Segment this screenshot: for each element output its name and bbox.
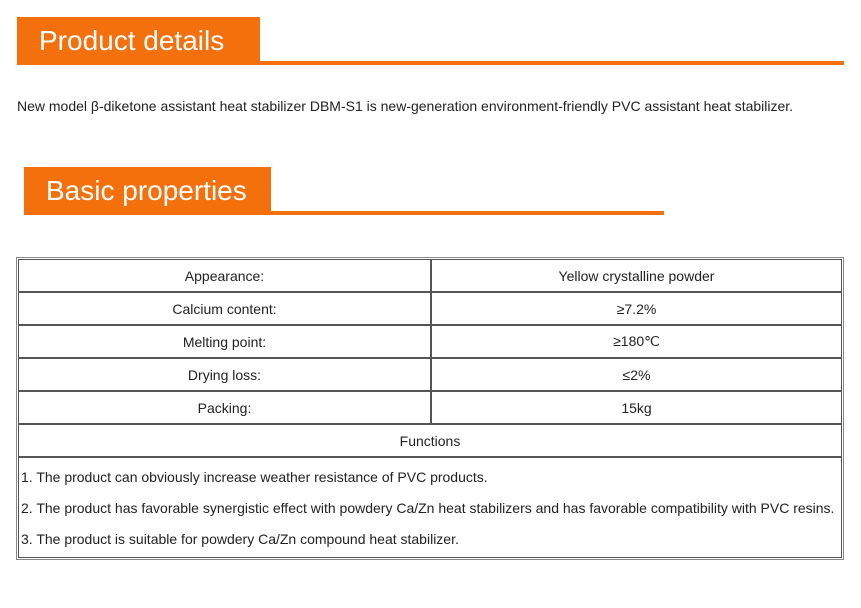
- property-value: 15kg: [431, 391, 842, 424]
- properties-table: Appearance: Yellow crystalline powder Cal…: [16, 257, 844, 560]
- table-row: Drying loss: ≤2%: [18, 358, 842, 391]
- function-item: 3. The product is suitable for powdery C…: [21, 531, 459, 547]
- heading-label: Basic properties: [24, 167, 271, 215]
- function-item: 2. The product has favorable synergistic…: [21, 500, 835, 516]
- property-value: ≥180℃: [431, 325, 842, 358]
- heading-label: Product details: [17, 17, 260, 65]
- property-value: Yellow crystalline powder: [431, 259, 842, 292]
- property-label: Appearance:: [18, 259, 431, 292]
- heading-underline: [260, 61, 844, 65]
- functions-list: 1. The product can obviously increase we…: [18, 457, 842, 558]
- property-label: Calcium content:: [18, 292, 431, 325]
- functions-header: Functions: [18, 424, 842, 457]
- table-row: Calcium content: ≥7.2%: [18, 292, 842, 325]
- table-row: 1. The product can obviously increase we…: [18, 457, 842, 558]
- property-label: Packing:: [18, 391, 431, 424]
- property-label: Melting point:: [18, 325, 431, 358]
- property-value: ≥7.2%: [431, 292, 842, 325]
- table-row: Appearance: Yellow crystalline powder: [18, 259, 842, 292]
- table-row: Melting point: ≥180℃: [18, 325, 842, 358]
- basic-properties-heading: Basic properties: [24, 167, 664, 215]
- heading-underline: [271, 211, 664, 215]
- property-label: Drying loss:: [18, 358, 431, 391]
- table-row: Functions: [18, 424, 842, 457]
- intro-text: New model β-diketone assistant heat stab…: [17, 98, 794, 114]
- property-value: ≤2%: [431, 358, 842, 391]
- product-details-heading: Product details: [17, 17, 844, 65]
- table-row: Packing: 15kg: [18, 391, 842, 424]
- function-item: 1. The product can obviously increase we…: [21, 469, 488, 485]
